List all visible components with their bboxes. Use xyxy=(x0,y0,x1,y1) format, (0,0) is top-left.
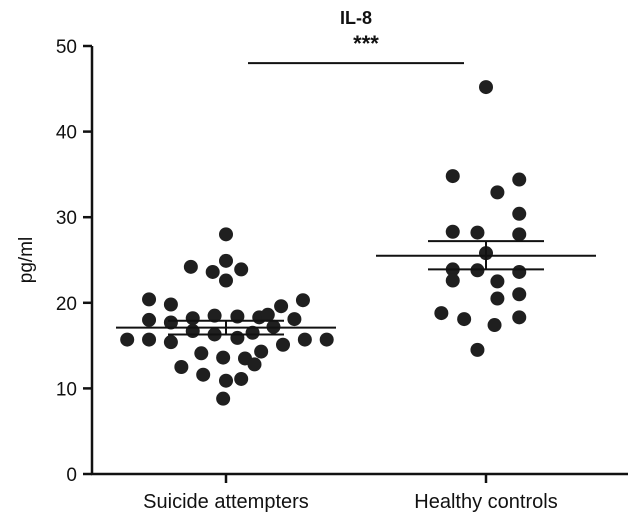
data-point xyxy=(234,262,249,277)
data-point xyxy=(230,330,245,345)
data-point xyxy=(174,360,189,374)
y-axis-title: pg/ml xyxy=(16,237,37,283)
data-point xyxy=(490,185,505,200)
data-point xyxy=(512,310,527,325)
data-point xyxy=(216,391,231,406)
y-tick-label: 30 xyxy=(56,208,77,229)
significance-bracket: *** xyxy=(248,31,464,65)
data-point xyxy=(216,350,231,365)
significance-label: *** xyxy=(353,31,379,56)
y-tick-label: 20 xyxy=(56,294,77,315)
data-point xyxy=(470,342,485,357)
data-point xyxy=(234,371,249,386)
data-point xyxy=(276,337,290,352)
data-point xyxy=(120,332,135,347)
data-point xyxy=(445,273,460,288)
data-point xyxy=(434,306,449,321)
data-point xyxy=(247,357,262,372)
data-point xyxy=(163,297,178,312)
data-point xyxy=(194,346,209,361)
data-point xyxy=(287,312,302,327)
data-point xyxy=(219,373,233,388)
y-tick-label: 40 xyxy=(56,123,77,144)
data-point xyxy=(142,292,157,307)
data-point xyxy=(445,224,460,239)
data-point xyxy=(297,332,312,347)
data-point xyxy=(142,312,157,327)
data-point xyxy=(319,332,334,347)
y-axis-ticks: 0 10 20 30 40 50 xyxy=(56,37,92,486)
data-point xyxy=(479,80,493,95)
data-point xyxy=(219,273,233,288)
axes xyxy=(90,46,628,476)
y-tick-label: 10 xyxy=(56,379,77,400)
data-point xyxy=(163,335,178,350)
data-point xyxy=(295,293,310,308)
category-label: Suicide attempters xyxy=(143,491,309,513)
data-point xyxy=(470,225,485,240)
data-point xyxy=(512,206,527,221)
y-tick-label: 50 xyxy=(56,37,77,58)
data-point xyxy=(245,325,260,340)
data-point xyxy=(183,259,198,274)
data-point xyxy=(142,332,157,347)
data-point xyxy=(185,311,200,326)
data-point xyxy=(260,307,275,322)
y-tick-label: 0 xyxy=(66,465,77,486)
data-point xyxy=(445,169,460,184)
data-point xyxy=(487,318,502,333)
data-point xyxy=(163,315,178,330)
data-point xyxy=(196,367,211,382)
data-point xyxy=(490,274,505,289)
data-point xyxy=(205,264,220,279)
category-label: Healthy controls xyxy=(414,491,557,513)
mean-sem-bars xyxy=(116,240,596,336)
data-points xyxy=(120,80,527,406)
data-point xyxy=(274,299,289,314)
data-point xyxy=(457,312,472,327)
data-point xyxy=(512,264,527,279)
data-point xyxy=(207,308,222,323)
data-point xyxy=(219,253,233,268)
data-point xyxy=(185,324,200,339)
data-point xyxy=(490,291,505,306)
data-point xyxy=(512,227,527,242)
category-labels: Suicide attempters Healthy controls xyxy=(143,474,558,513)
data-point xyxy=(254,344,269,359)
data-point xyxy=(512,172,527,187)
data-point xyxy=(512,287,527,302)
data-point xyxy=(219,227,233,242)
chart-title: IL-8 xyxy=(340,8,372,28)
